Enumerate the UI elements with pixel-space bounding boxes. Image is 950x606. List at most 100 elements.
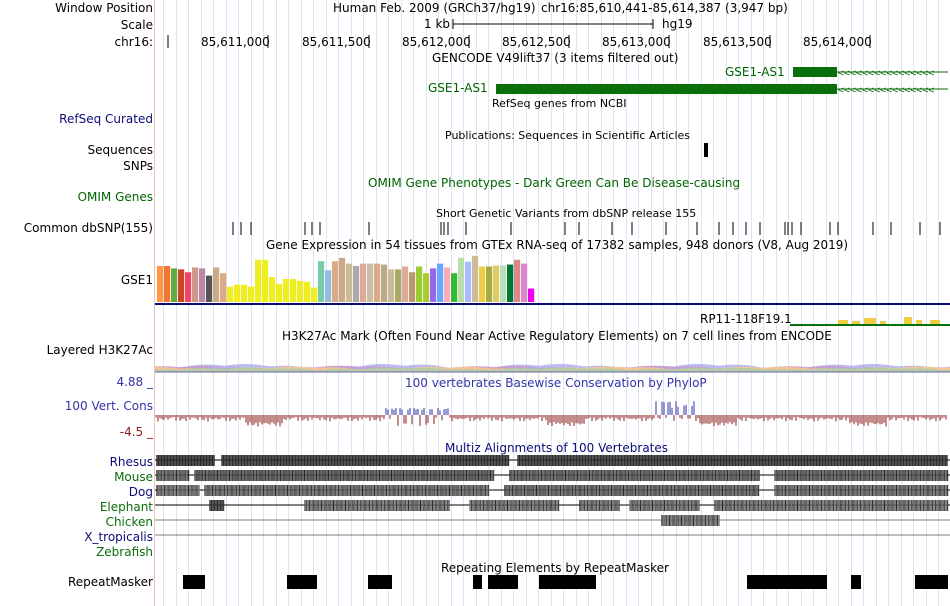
gtex-tissue-bar — [318, 261, 325, 302]
gtex-tissue-bar — [206, 275, 213, 302]
gencode-gene-models[interactable]: <<<<<<<<<<<<<<<< <<<<<<<<<<<<<<<< — [0, 0, 950, 100]
ruler-tick-label: 85,611,500 — [302, 35, 371, 49]
gtex-tissue-bar — [451, 273, 458, 302]
gtex-tissue-bar — [521, 263, 528, 302]
gtex-tissue-bar — [192, 267, 199, 302]
publications-track-title[interactable]: Publications: Sequences in Scientific Ar… — [445, 129, 690, 142]
gtex-bars[interactable] — [0, 0, 950, 340]
gtex-tissue-bar — [213, 267, 220, 302]
scale-label: Scale — [120, 18, 153, 32]
gtex-track-title[interactable]: Gene Expression in 54 tissues from GTEx … — [266, 238, 849, 252]
h3k27ac-layer — [155, 367, 950, 372]
gtex-tissue-bar — [304, 281, 311, 302]
omim-label[interactable]: OMIM Genes — [77, 190, 153, 204]
dbsnp-track-title[interactable]: Short Genetic Variants from dbSNP releas… — [436, 207, 697, 220]
refseq-label[interactable]: RefSeq Curated — [59, 112, 153, 126]
ruler-tick-label: 85,614,000 — [803, 35, 872, 49]
omim-track-title[interactable]: OMIM Gene Phenotypes - Dark Green Can Be… — [368, 176, 741, 190]
gtex-tissue-bar — [290, 278, 297, 302]
gtex-gene2-label[interactable]: RP11-118F19.1 — [700, 312, 792, 326]
gtex-tissue-bar — [283, 278, 290, 302]
repeatmasker-label[interactable]: RepeatMasker — [67, 575, 153, 589]
gencode-gene2-label[interactable]: GSE1-AS1 — [428, 81, 488, 95]
conservation-max-label: 4.88 _ — [116, 375, 153, 389]
h3k27ac-signal[interactable] — [0, 0, 950, 380]
scale-db: hg19 — [662, 17, 693, 31]
window-position-value: chr16:85,610,441-85,614,387 (3,947 bp) — [541, 1, 788, 15]
gtex-gene2-mini[interactable] — [0, 0, 950, 340]
gencode-track-title[interactable]: GENCODE V49lift37 (3 items filtered out) — [432, 51, 679, 65]
gtex-tissue-bar — [171, 268, 178, 302]
window-position-label: Window Position — [55, 1, 153, 15]
gtex-tissue-bar — [430, 268, 437, 302]
scale-bar — [452, 19, 654, 29]
multiz-species-label[interactable]: Zebrafish — [96, 545, 153, 559]
multiz-species-label[interactable]: Rhesus — [109, 455, 153, 469]
publications-snps-label: SNPs — [123, 159, 153, 173]
refseq-track-title[interactable]: RefSeq genes from NCBI — [492, 97, 627, 110]
gtex-tissue-bar — [493, 265, 500, 302]
scale-value: 1 kb — [424, 17, 451, 31]
h3k27ac-label[interactable]: Layered H3K27Ac — [46, 343, 153, 357]
multiz-species-label[interactable]: Chicken — [105, 515, 153, 529]
gtex-tissue-bar — [248, 286, 255, 302]
h3k27ac-track-title[interactable]: H3K27Ac Mark (Often Found Near Active Re… — [282, 329, 832, 343]
gtex-tissue-bar — [423, 273, 430, 302]
multiz-species-label[interactable]: Elephant — [99, 500, 153, 514]
chrom-label: chr16: — [114, 35, 153, 49]
gtex-gene-label[interactable]: GSE1 — [120, 273, 153, 287]
gtex-tissue-bar — [374, 263, 381, 302]
gtex-tissue-bar — [444, 267, 451, 302]
multiz-species-label[interactable]: Dog — [128, 485, 153, 499]
gtex-tissue-bar — [367, 263, 374, 302]
gtex-tissue-bar — [437, 263, 444, 302]
gtex-tissue-bar — [514, 259, 521, 302]
gtex-tissue-bar — [360, 263, 367, 302]
svg-text:<<<<<<<<<<<<<<<<: <<<<<<<<<<<<<<<< — [838, 68, 934, 79]
gtex-tissue-bar — [220, 273, 227, 302]
dbsnp-label[interactable]: Common dbSNP(155) — [23, 221, 153, 235]
multiz-track-title[interactable]: Multiz Alignments of 100 Vertebrates — [445, 441, 669, 455]
conservation-signal[interactable] — [0, 0, 950, 440]
ruler-tick-label: 85,611,000 — [201, 35, 270, 49]
gencode-gene1-label[interactable]: GSE1-AS1 — [725, 65, 785, 79]
snp-ticks[interactable] — [0, 0, 950, 240]
gtex-tissue-bar — [486, 266, 493, 302]
gtex-tissue-bar — [388, 269, 395, 302]
gtex-tissue-bar — [241, 284, 248, 302]
gtex-tissue-bar — [227, 286, 234, 302]
gtex-tissue-bar — [255, 259, 262, 302]
gtex-tissue-bar — [479, 266, 486, 302]
gtex-tissue-bar — [472, 255, 479, 302]
sidebar-divider — [154, 0, 155, 606]
publications-sequences-label: Sequences — [87, 143, 153, 157]
gtex-tissue-bar — [262, 259, 269, 302]
gtex-tissue-bar — [199, 268, 206, 302]
gtex-tissue-bar — [395, 269, 402, 302]
publication-feature[interactable] — [0, 0, 950, 200]
ruler-tick-label: 85,612,500 — [502, 35, 571, 49]
gtex-tissue-bar — [311, 287, 318, 302]
multiz-species-label[interactable]: X_tropicalis — [84, 530, 153, 544]
multiz-species-label[interactable]: Mouse — [114, 470, 153, 484]
gtex-tissue-bar — [465, 261, 472, 302]
svg-text:<<<<<<<<<<<<<<<<: <<<<<<<<<<<<<<<< — [838, 85, 934, 96]
gtex-tissue-bar — [402, 266, 409, 302]
repeatmasker-track-title[interactable]: Repeating Elements by RepeatMasker — [441, 561, 669, 575]
ruler-tick-label: 85,613,000 — [602, 35, 671, 49]
gtex-tissue-bar — [164, 266, 171, 302]
gtex-tissue-bar — [500, 265, 507, 302]
ruler-tick-label: 85,613,500 — [703, 35, 772, 49]
gtex-tissue-bar — [185, 272, 192, 302]
gtex-tissue-bar — [416, 266, 423, 302]
gtex-tissue-bar — [234, 284, 241, 302]
gtex-tissue-bar — [157, 266, 164, 302]
conservation-track-title[interactable]: 100 vertebrates Basewise Conservation by… — [405, 376, 707, 390]
gtex-tissue-bar — [325, 270, 332, 302]
conservation-min-label: -4.5 _ — [119, 425, 153, 439]
gtex-tissue-bar — [353, 266, 360, 302]
gtex-tissue-bar — [332, 261, 339, 302]
conservation-label[interactable]: 100 Vert. Cons — [64, 399, 153, 413]
multiz-alignments[interactable] — [0, 0, 950, 560]
